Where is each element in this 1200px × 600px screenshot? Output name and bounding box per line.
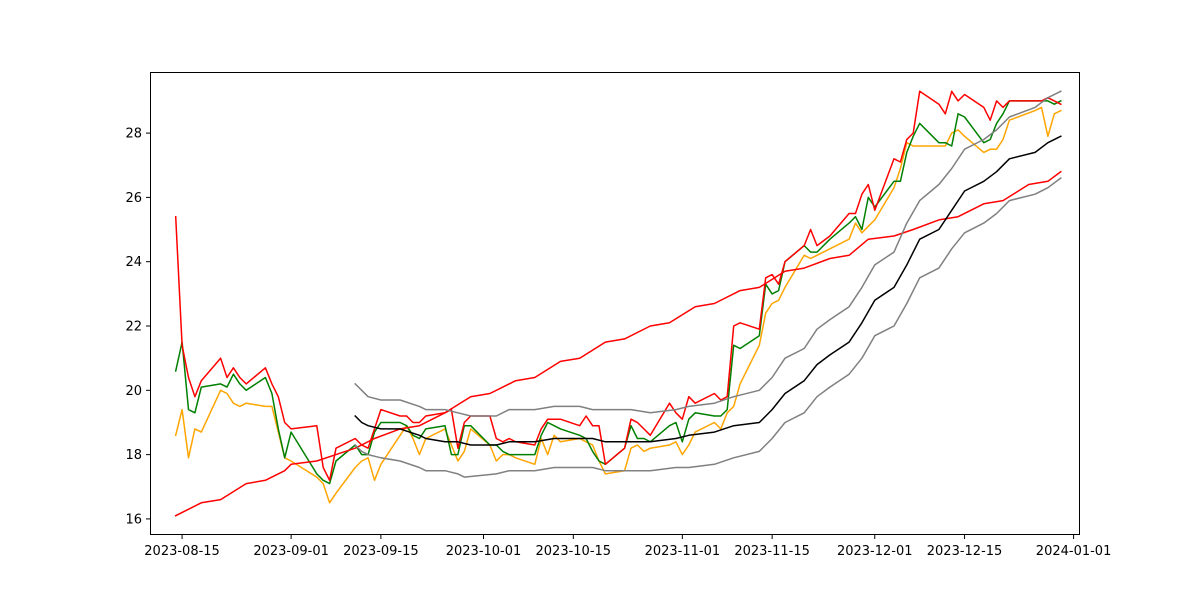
y-tick-label: 16 <box>125 512 142 527</box>
series-layer <box>174 90 1062 517</box>
x-tick-label: 2023-11-01 <box>645 544 721 559</box>
x-tick-label: 2023-09-15 <box>343 544 419 559</box>
x-tick-label: 2023-12-15 <box>927 544 1003 559</box>
x-tick-label: 2024-01-01 <box>1036 544 1112 559</box>
plot-frame <box>150 72 1080 535</box>
y-tick-label: 20 <box>125 384 142 399</box>
series-line-7 <box>354 135 1062 446</box>
series-line-4 <box>174 170 1062 517</box>
x-tick-label: 2023-10-15 <box>536 544 612 559</box>
y-tick-label: 28 <box>125 127 142 142</box>
x-tick-label: 2023-12-01 <box>837 544 913 559</box>
y-tick-label: 18 <box>125 448 142 463</box>
series-line-6 <box>354 177 1062 478</box>
series-line-1 <box>174 106 1062 504</box>
y-axis: 16 18 20 22 24 26 28 <box>125 127 150 527</box>
x-tick-label: 2023-08-15 <box>144 544 220 559</box>
x-tick-label: 2023-11-15 <box>734 544 810 559</box>
x-axis: 2023-08-15 2023-09-01 2023-09-15 2023-10-01… <box>144 535 1111 559</box>
series-line-3 <box>174 90 1062 482</box>
y-tick-label: 24 <box>125 255 142 270</box>
series-line-5 <box>354 90 1062 417</box>
y-tick-label: 22 <box>125 320 142 335</box>
x-tick-label: 2023-09-01 <box>253 544 329 559</box>
x-tick-label: 2023-10-01 <box>446 544 522 559</box>
y-tick-label: 26 <box>125 191 142 206</box>
